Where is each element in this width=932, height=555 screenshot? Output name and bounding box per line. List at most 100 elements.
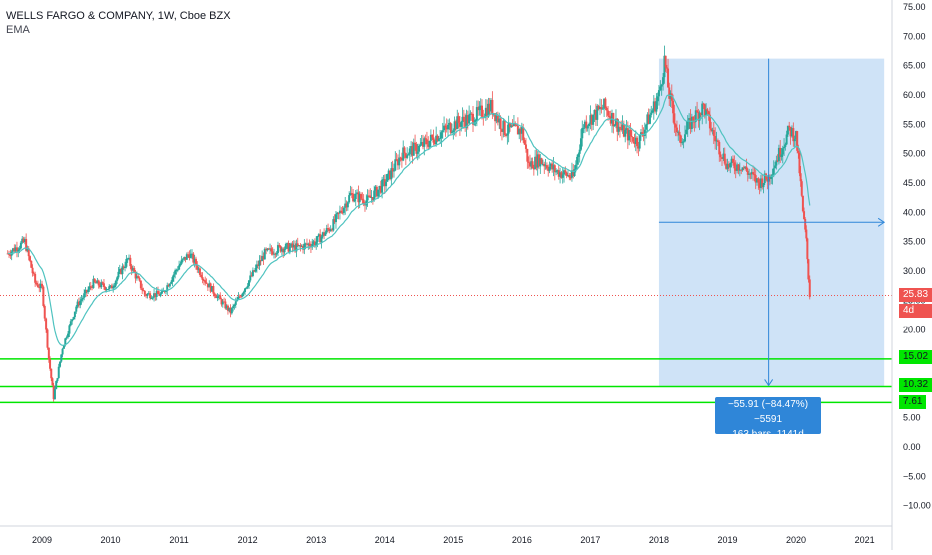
y-tick-label: 55.00 (903, 119, 926, 129)
candle-body (286, 243, 289, 245)
candle-body (17, 249, 20, 252)
candle-body (150, 298, 153, 300)
measure-info-box[interactable]: −55.91 (−84.47%) −5591 163 bars, 1141d (715, 397, 821, 440)
candle-body (93, 278, 96, 282)
candle-body (321, 232, 324, 237)
indicator-label[interactable]: EMA (6, 24, 30, 36)
candle-body (100, 282, 103, 288)
candle-body (689, 118, 692, 129)
candle-body (605, 107, 608, 111)
candle-body (508, 122, 511, 128)
candle-body (208, 283, 211, 288)
candle-body (592, 114, 595, 125)
candle-body (431, 134, 434, 138)
candle-body (102, 283, 105, 287)
candle-body (415, 144, 418, 154)
candle-body (679, 135, 682, 144)
candle-body (618, 126, 621, 129)
candle-body (647, 114, 650, 124)
candle-body (552, 165, 555, 170)
candle-body (178, 265, 181, 270)
candle-body (96, 280, 99, 284)
candle-body (53, 389, 56, 400)
candle-body (725, 163, 728, 169)
candle-body (488, 103, 491, 112)
candle-body (662, 77, 665, 85)
candle-body (311, 243, 314, 248)
candle-body (360, 194, 363, 199)
candle-body (458, 122, 461, 127)
candle-body (474, 119, 477, 124)
candle-body (247, 280, 250, 286)
candle-body (220, 299, 223, 305)
candle-body (678, 131, 681, 136)
candle-body (389, 170, 392, 180)
candle-body (690, 116, 693, 129)
candle-body (688, 118, 691, 122)
candle-body (540, 158, 543, 164)
candle-body (206, 283, 209, 288)
candle-body (179, 263, 182, 266)
candle-body (638, 134, 641, 149)
candle-body (601, 108, 604, 110)
candle-body (708, 114, 711, 129)
candle-body (703, 104, 706, 116)
candle-body (733, 162, 736, 169)
candle-body (97, 280, 100, 286)
candle-body (694, 110, 697, 122)
candle-body (284, 243, 287, 249)
candle-body (754, 175, 757, 183)
candle-body (116, 277, 119, 281)
candle-body (290, 243, 293, 247)
candle-body (499, 118, 502, 130)
candle-body (596, 105, 599, 120)
candle-body (515, 125, 518, 127)
candle-body (400, 157, 403, 161)
candle-body (657, 90, 660, 97)
candle-body (267, 248, 270, 250)
candle-body (765, 173, 768, 180)
x-tick-label: 2014 (375, 535, 395, 545)
candle-body (686, 121, 689, 130)
candle-body (392, 170, 395, 172)
candle-body (556, 170, 559, 172)
candle-body (129, 257, 132, 267)
candle-body (777, 147, 780, 162)
candle-body (564, 170, 567, 173)
candle-body (793, 139, 796, 142)
x-tick-label: 2016 (512, 535, 532, 545)
candle-body (780, 154, 783, 158)
candle-body (744, 166, 747, 169)
candle-body (784, 144, 787, 147)
candle-body (620, 128, 623, 131)
candle-body (549, 163, 552, 167)
x-tick-label: 2011 (169, 535, 188, 545)
candle-body (262, 256, 265, 260)
candle-body (292, 245, 295, 248)
candle-body (345, 203, 348, 208)
candle-body (453, 121, 456, 131)
candle-body (198, 268, 201, 275)
candle-body (87, 289, 90, 293)
candle-body (276, 245, 279, 253)
candle-body (13, 248, 16, 252)
candle-body (271, 251, 274, 255)
candle-body (775, 160, 778, 166)
candle-body (43, 305, 46, 319)
candle-body (319, 234, 322, 243)
candle-body (505, 134, 508, 136)
candle-body (660, 84, 663, 87)
candle-body (387, 170, 390, 174)
candle-body (675, 127, 678, 133)
candle-body (312, 241, 315, 244)
candle-body (390, 168, 393, 180)
candle-body (574, 164, 577, 170)
candle-body (478, 106, 481, 111)
candle-body (381, 179, 384, 193)
candle-body (465, 115, 468, 128)
candle-body (315, 241, 318, 246)
candle-body (625, 128, 628, 130)
candle-body (719, 154, 722, 158)
